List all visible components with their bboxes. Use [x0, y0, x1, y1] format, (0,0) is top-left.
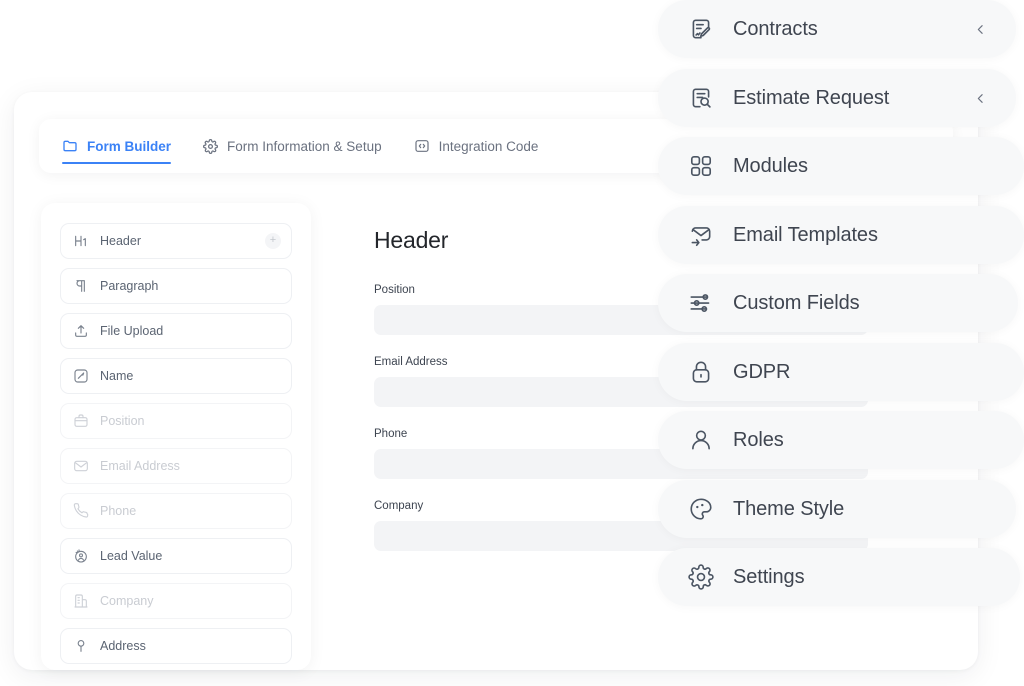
menu-item-settings[interactable]: Settings — [658, 548, 1020, 606]
menu-item-label: Custom Fields — [733, 291, 860, 314]
palette-item-email-address[interactable]: Email Address — [60, 448, 292, 484]
paragraph-icon — [73, 278, 89, 294]
palette-item-label: File Upload — [100, 324, 164, 338]
palette-item-label: Company — [100, 594, 154, 608]
code-brackets-icon — [414, 138, 430, 154]
menu-item-label: Theme Style — [733, 497, 845, 520]
field-label: Phone — [374, 428, 408, 440]
palette-item-label: Name — [100, 369, 134, 383]
chevron-left-icon[interactable] — [974, 23, 987, 36]
tab-form-information-setup[interactable]: Form Information & Setup — [203, 119, 382, 173]
menu-item-label: GDPR — [733, 360, 791, 383]
folder-icon — [62, 138, 78, 154]
palette-item-position[interactable]: Position — [60, 403, 292, 439]
palette-item-label: Address — [100, 639, 146, 653]
menu-item-theme-style[interactable]: Theme Style — [658, 480, 1016, 538]
palette-item-address[interactable]: Address — [60, 628, 292, 664]
menu-item-roles[interactable]: Roles — [658, 411, 1024, 469]
palette-item-paragraph[interactable]: Paragraph — [60, 268, 292, 304]
palette-item-company[interactable]: Company — [60, 583, 292, 619]
palette-item-label: Paragraph — [100, 279, 159, 293]
palette-item-lead-value[interactable]: Lead Value — [60, 538, 292, 574]
field-label: Position — [374, 284, 415, 296]
menu-item-label: Modules — [733, 154, 808, 177]
gear-icon — [203, 138, 218, 154]
contract-edit-icon — [688, 16, 714, 42]
lock-icon — [688, 359, 714, 385]
palette-item-label: Position — [100, 414, 145, 428]
menu-item-label: Settings — [733, 565, 805, 588]
menu-item-email-templates[interactable]: Email Templates — [658, 206, 1024, 264]
palette-item-label: Lead Value — [100, 549, 163, 563]
palette-item-label: Email Address — [100, 459, 180, 473]
modules-grid-icon — [688, 153, 714, 179]
field-label: Email Address — [374, 356, 448, 368]
palette-item-phone[interactable]: Phone — [60, 493, 292, 529]
gear-icon — [688, 564, 714, 590]
palette-item-label: Phone — [100, 504, 137, 518]
menu-item-label: Estimate Request — [733, 86, 890, 109]
menu-item-label: Email Templates — [733, 223, 878, 246]
tab-label: Form Builder — [87, 138, 172, 154]
floating-nav-menu: Contracts Estimate Request — [658, 0, 1024, 686]
menu-item-label: Roles — [733, 428, 784, 451]
chevron-left-icon[interactable] — [974, 92, 987, 105]
phone-icon — [73, 503, 89, 519]
tab-integration-code[interactable]: Integration Code — [414, 119, 539, 173]
menu-item-estimate-request[interactable]: Estimate Request — [658, 69, 1016, 127]
tab-form-builder[interactable]: Form Builder — [62, 119, 172, 173]
menu-item-contracts[interactable]: Contracts — [658, 0, 1016, 58]
palette-item-header[interactable]: Header + — [60, 223, 292, 259]
map-pin-icon — [73, 638, 89, 654]
lead-value-icon — [73, 548, 89, 564]
tab-label: Form Information & Setup — [227, 138, 382, 154]
document-search-icon — [688, 85, 714, 111]
palette-item-name[interactable]: Name — [60, 358, 292, 394]
field-label: Company — [374, 500, 424, 512]
palette-icon — [688, 496, 714, 522]
palette-item-label: Header — [100, 234, 141, 248]
sliders-icon — [688, 290, 714, 316]
menu-item-custom-fields[interactable]: Custom Fields — [658, 274, 1018, 332]
add-field-badge[interactable]: + — [265, 233, 281, 249]
email-send-icon — [688, 222, 714, 248]
menu-item-label: Contracts — [733, 17, 818, 40]
palette-item-file-upload[interactable]: File Upload — [60, 313, 292, 349]
menu-item-modules[interactable]: Modules — [658, 137, 1024, 195]
menu-item-gdpr[interactable]: GDPR — [658, 343, 1024, 401]
envelope-icon — [73, 458, 89, 474]
upload-icon — [73, 323, 89, 339]
element-palette: Header + Paragraph File Upload — [41, 203, 311, 670]
building-icon — [73, 593, 89, 609]
briefcase-icon — [73, 413, 89, 429]
signature-icon — [73, 368, 89, 384]
user-icon — [688, 427, 714, 453]
page-title: Header — [374, 227, 449, 253]
tab-label: Integration Code — [438, 138, 539, 154]
heading-one-icon — [73, 233, 89, 249]
